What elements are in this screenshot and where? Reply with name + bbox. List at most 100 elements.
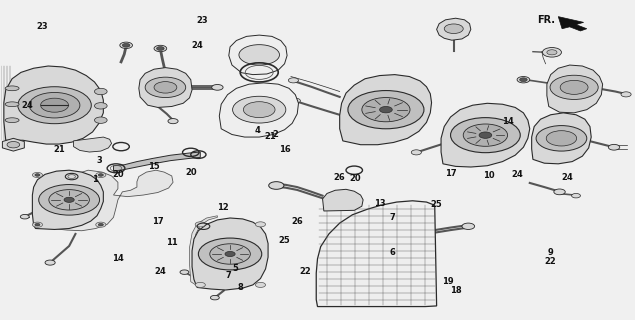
Circle shape	[32, 172, 43, 178]
Text: 24: 24	[22, 101, 33, 110]
Circle shape	[154, 82, 177, 93]
Circle shape	[123, 44, 130, 47]
Circle shape	[95, 103, 107, 109]
Circle shape	[288, 78, 298, 83]
Text: 9: 9	[548, 248, 554, 257]
Text: 24: 24	[561, 173, 573, 182]
Circle shape	[49, 190, 90, 210]
Circle shape	[232, 96, 286, 123]
Text: 16: 16	[279, 145, 290, 154]
Text: 3: 3	[96, 156, 102, 164]
Text: 5: 5	[232, 264, 238, 273]
Circle shape	[542, 48, 561, 57]
Text: 23: 23	[196, 16, 208, 25]
Text: 24: 24	[154, 267, 166, 276]
Text: 10: 10	[483, 171, 495, 180]
Text: 22: 22	[299, 267, 311, 276]
Circle shape	[95, 88, 107, 95]
Circle shape	[7, 141, 20, 148]
Circle shape	[519, 78, 527, 82]
Text: 20: 20	[185, 168, 197, 177]
Polygon shape	[316, 201, 437, 307]
Circle shape	[348, 91, 424, 129]
Circle shape	[98, 223, 104, 226]
Circle shape	[517, 76, 530, 83]
Text: 25: 25	[431, 200, 443, 209]
Polygon shape	[558, 17, 587, 31]
Text: FR.: FR.	[537, 15, 555, 25]
Circle shape	[536, 125, 587, 151]
Circle shape	[225, 252, 235, 257]
Polygon shape	[437, 18, 471, 40]
Circle shape	[269, 182, 284, 189]
Circle shape	[255, 222, 265, 227]
Polygon shape	[229, 35, 287, 75]
Text: 11: 11	[166, 238, 178, 247]
Circle shape	[547, 50, 557, 55]
Circle shape	[145, 77, 185, 98]
Text: 17: 17	[444, 169, 457, 178]
Circle shape	[157, 47, 164, 50]
Text: 6: 6	[389, 248, 395, 257]
Circle shape	[444, 24, 463, 34]
Circle shape	[39, 185, 100, 215]
Circle shape	[180, 270, 189, 274]
Circle shape	[96, 172, 106, 178]
Ellipse shape	[5, 102, 19, 107]
Circle shape	[546, 131, 577, 146]
Polygon shape	[219, 83, 298, 137]
Circle shape	[211, 84, 223, 90]
Circle shape	[198, 238, 262, 270]
Text: 26: 26	[333, 173, 345, 182]
Circle shape	[35, 174, 40, 176]
Circle shape	[451, 118, 520, 153]
Polygon shape	[531, 113, 591, 164]
Polygon shape	[32, 170, 104, 229]
Circle shape	[35, 223, 40, 226]
Circle shape	[411, 150, 422, 155]
Polygon shape	[139, 68, 192, 108]
Polygon shape	[340, 75, 432, 145]
Circle shape	[463, 124, 507, 146]
Text: 20: 20	[113, 170, 124, 179]
Circle shape	[550, 75, 598, 100]
Text: 24: 24	[191, 41, 203, 51]
Polygon shape	[114, 152, 200, 171]
Circle shape	[168, 119, 178, 124]
Ellipse shape	[5, 86, 19, 91]
Text: 7: 7	[389, 213, 395, 222]
Circle shape	[32, 222, 43, 227]
Circle shape	[20, 214, 29, 219]
Circle shape	[195, 222, 205, 227]
Text: 8: 8	[237, 283, 243, 292]
Circle shape	[572, 194, 580, 198]
Text: 21: 21	[53, 145, 65, 154]
Text: 14: 14	[112, 254, 124, 263]
Text: 12: 12	[217, 203, 229, 212]
Circle shape	[621, 92, 631, 97]
Circle shape	[120, 42, 133, 49]
Circle shape	[554, 189, 565, 195]
Circle shape	[29, 92, 80, 118]
Circle shape	[154, 45, 167, 52]
Circle shape	[608, 144, 620, 150]
Polygon shape	[441, 103, 530, 167]
Circle shape	[195, 282, 205, 287]
Circle shape	[362, 98, 410, 122]
Text: 21: 21	[264, 132, 276, 140]
Text: 1: 1	[91, 175, 97, 184]
Circle shape	[239, 45, 279, 65]
Circle shape	[96, 222, 106, 227]
Text: 18: 18	[450, 286, 462, 295]
Text: 13: 13	[374, 199, 385, 208]
Text: 20: 20	[350, 174, 361, 183]
Polygon shape	[4, 66, 104, 144]
Polygon shape	[189, 216, 217, 286]
Polygon shape	[74, 137, 112, 152]
Text: 26: 26	[291, 217, 303, 226]
Text: 2: 2	[272, 130, 278, 139]
Polygon shape	[50, 170, 173, 231]
Text: 14: 14	[502, 117, 514, 126]
Polygon shape	[3, 138, 24, 151]
Text: 24: 24	[512, 170, 524, 179]
